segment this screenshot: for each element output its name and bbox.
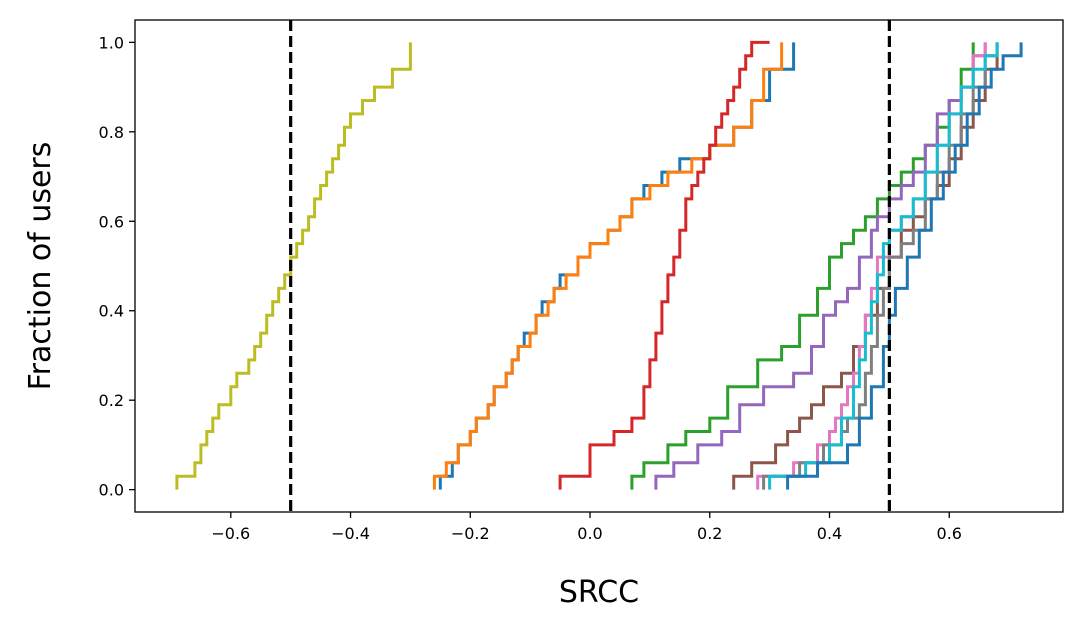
series-line-1	[175, 42, 412, 490]
y-tick-label: 0.0	[99, 481, 124, 500]
x-axis-title: SRCC	[559, 575, 639, 610]
y-axis-title: Fraction of users	[23, 142, 58, 391]
y-tick-label: 0.8	[99, 123, 124, 142]
y-tick-label: 0.2	[99, 391, 124, 410]
series-line-4	[558, 40, 770, 490]
x-tick-label: 0.0	[577, 524, 602, 543]
series-line-11	[786, 42, 1023, 490]
x-tick-label: 0.6	[937, 524, 962, 543]
x-tick-label: −0.6	[211, 524, 250, 543]
reference-lines	[289, 20, 891, 512]
x-axis-ticks: −0.6 −0.4 −0.2 0.0 0.2 0.4 0.6	[211, 512, 962, 543]
series-line-6	[654, 42, 987, 490]
series-line-10	[768, 42, 999, 490]
plot-frame	[134, 19, 1064, 513]
x-tick-label: 0.2	[697, 524, 722, 543]
y-tick-label: 0.6	[99, 212, 124, 231]
x-tick-label: −0.2	[451, 524, 490, 543]
y-tick-label: 1.0	[99, 33, 124, 52]
x-tick-label: 0.4	[817, 524, 842, 543]
x-tick-label: −0.4	[331, 524, 370, 543]
series-layer	[175, 40, 1023, 490]
y-axis-ticks: 0.0 0.2 0.4 0.6 0.8 1.0	[99, 33, 135, 500]
y-tick-label: 0.4	[99, 302, 124, 321]
